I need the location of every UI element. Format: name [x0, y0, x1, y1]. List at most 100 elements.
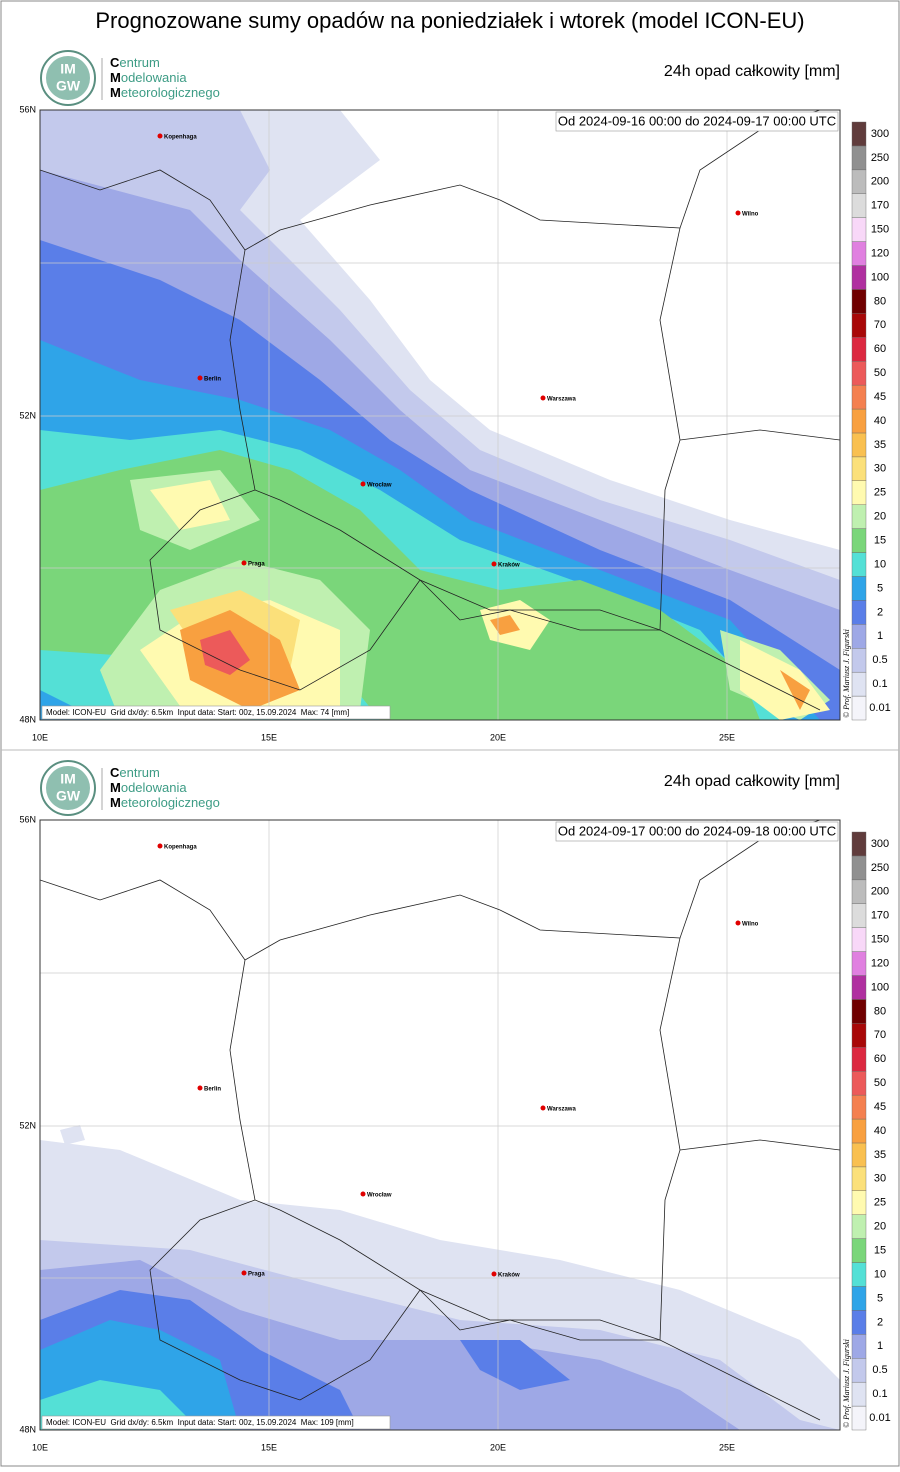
legend-label: 15 — [874, 1245, 886, 1257]
legend-swatch — [851, 975, 867, 1000]
lon-label: 25E — [719, 732, 735, 742]
city-dot — [241, 560, 247, 566]
city-dot — [197, 1085, 203, 1091]
legend-swatch — [851, 1142, 867, 1168]
map-frame — [39, 819, 841, 1431]
legend-label: 0.5 — [872, 1364, 887, 1376]
legend-swatch — [851, 408, 867, 434]
lat-label: 56N — [19, 104, 36, 114]
legend-swatch — [851, 1190, 867, 1215]
legend-label: 20 — [874, 511, 886, 523]
legend-label: 60 — [874, 1053, 886, 1065]
city-dot — [491, 1271, 497, 1277]
legend-label: 250 — [871, 862, 889, 874]
city-dot — [157, 843, 163, 849]
city-dot — [540, 395, 546, 401]
legend-label: 200 — [871, 176, 889, 188]
city-dot — [540, 1105, 546, 1111]
legend-swatch — [851, 169, 867, 194]
map: Kopenhaga Berlin Warszawa Wilno Wrocław Praga… — [40, 820, 840, 1430]
city-dot — [735, 210, 741, 216]
precip-area — [460, 1340, 570, 1390]
legend-label: 1 — [877, 1340, 883, 1352]
logo-mark: IM — [60, 61, 76, 77]
legend-swatch — [851, 671, 867, 697]
precip-area — [200, 630, 250, 675]
legend-swatch — [851, 951, 867, 976]
legend-label: 35 — [874, 1149, 886, 1161]
legend-swatch — [851, 927, 867, 952]
legend-label: 25 — [874, 487, 886, 499]
period: Od 2024-09-17 00:00 do 2024-09-18 00:00 … — [558, 823, 836, 838]
legend-label: 40 — [874, 1125, 886, 1137]
legend-swatch — [851, 648, 867, 673]
lat-label: 48N — [19, 714, 36, 724]
logo-name: Modelowania — [110, 780, 187, 795]
legend-swatch — [851, 1071, 867, 1096]
legend-swatch — [851, 337, 867, 362]
legend-swatch — [851, 879, 867, 904]
footer: Model: ICON-EU Grid dx/dy: 6.5km Input d… — [46, 708, 349, 717]
main-title: Prognozowane sumy opadów na poniedziałek… — [95, 8, 804, 33]
legend-label: 120 — [871, 247, 889, 259]
legend-swatch — [851, 384, 867, 410]
legend-label: 300 — [871, 838, 889, 850]
legend-label: 20 — [874, 1221, 886, 1233]
legend-swatch — [851, 1094, 867, 1120]
lat-label: 52N — [19, 410, 36, 420]
legend-swatch — [851, 456, 867, 482]
city-dot — [197, 375, 203, 381]
legend-label: 170 — [871, 200, 889, 212]
legend-label: 120 — [871, 957, 889, 969]
legend-label: 170 — [871, 910, 889, 922]
footer: Model: ICON-EU Grid dx/dy: 6.5km Input d… — [46, 1418, 354, 1427]
legend-swatch — [851, 1214, 867, 1239]
city-dot — [360, 1191, 366, 1197]
legend-label: 0.01 — [869, 1412, 890, 1424]
lat-label: 56N — [19, 814, 36, 824]
border — [419, 1289, 821, 1421]
legend-label: 15 — [874, 535, 886, 547]
logo-mark: GW — [56, 788, 81, 804]
legend-swatch — [851, 624, 867, 649]
legend-swatch — [851, 1358, 867, 1383]
legend-label: 45 — [874, 391, 886, 403]
legend-swatch — [851, 552, 867, 577]
city-dot — [360, 481, 366, 487]
precip-area — [60, 1125, 85, 1145]
legend-swatch — [851, 217, 867, 242]
precip-area — [490, 615, 520, 635]
legend-label: 60 — [874, 343, 886, 355]
legend-swatch — [851, 361, 867, 386]
footer-box — [41, 1415, 391, 1430]
legend-label: 50 — [874, 1077, 886, 1089]
map: Kopenhaga Berlin Warszawa Wilno Wrocław Praga… — [40, 110, 840, 720]
legend-label: 2 — [877, 606, 883, 618]
lon-label: 20E — [490, 732, 506, 742]
legend-swatch — [851, 504, 867, 529]
legend-label: 30 — [874, 1173, 886, 1185]
legend-label: 40 — [874, 415, 886, 427]
legend-swatch — [851, 480, 867, 505]
legend-label: 0.1 — [872, 1388, 887, 1400]
logo-inner — [46, 56, 90, 100]
city-label: Berlin — [204, 377, 221, 383]
legend-swatch — [851, 1023, 867, 1048]
city-dot — [241, 1270, 247, 1276]
legend-label: 70 — [874, 319, 886, 331]
border — [229, 184, 681, 631]
border — [149, 1199, 421, 1401]
legend-label: 150 — [871, 224, 889, 236]
city-dot — [735, 920, 741, 926]
border — [149, 489, 421, 691]
city-label: Kraków — [498, 1273, 520, 1279]
map-inner: Kopenhaga Berlin Warszawa Wilno Wrocław Praga… — [40, 820, 840, 1430]
legend-label: 70 — [874, 1029, 886, 1041]
legend-label: 80 — [874, 1005, 886, 1017]
border — [40, 879, 246, 961]
map-inner: Kopenhaga Berlin Warszawa Wilno Wrocław Praga… — [40, 110, 840, 720]
precip-area — [150, 480, 230, 530]
legend-label: 45 — [874, 1101, 886, 1113]
